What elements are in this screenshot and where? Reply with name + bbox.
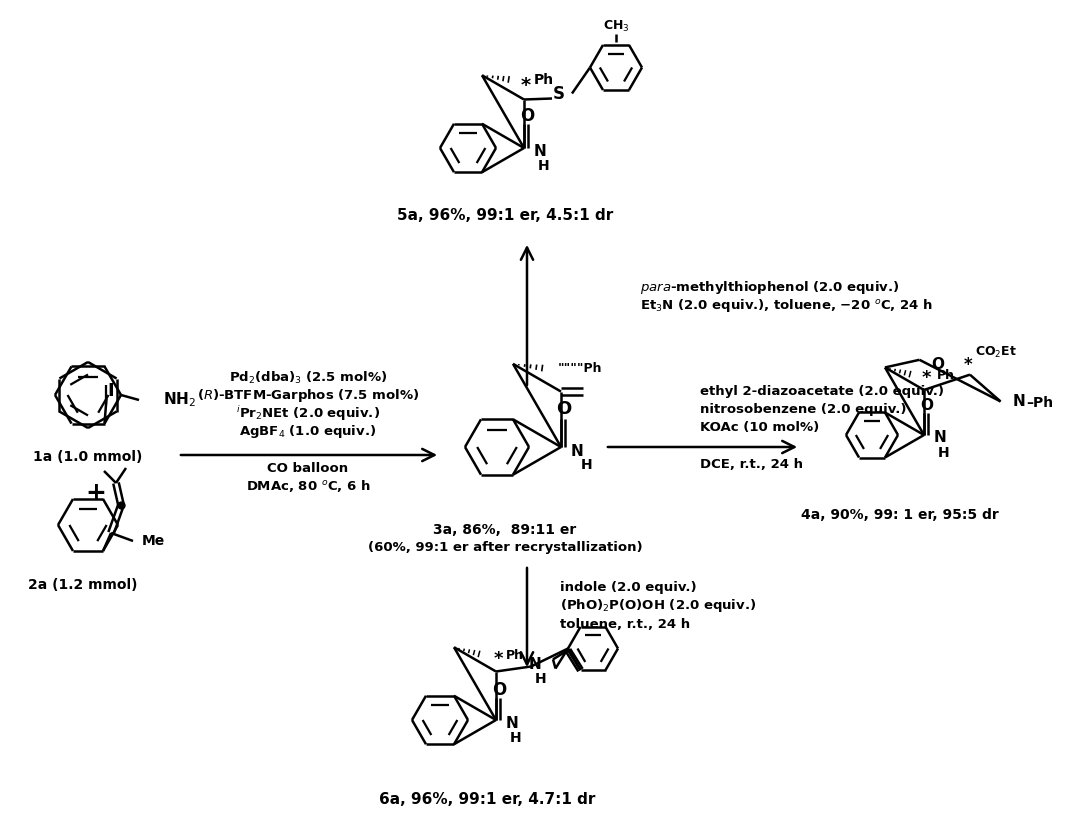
Text: H: H [536,672,546,686]
Text: I: I [107,382,113,400]
Text: CH$_3$: CH$_3$ [603,19,630,34]
Text: $^i$Pr$_2$NEt (2.0 equiv.): $^i$Pr$_2$NEt (2.0 equiv.) [237,404,380,423]
Text: (60%, 99:1 er after recrystallization): (60%, 99:1 er after recrystallization) [367,542,643,554]
Text: DMAc, 80 $^o$C, 6 h: DMAc, 80 $^o$C, 6 h [245,478,370,494]
Text: KOAc (10 mol%): KOAc (10 mol%) [700,422,820,434]
Text: CO balloon: CO balloon [268,462,349,474]
Text: nitrosobenzene (2.0 equiv.): nitrosobenzene (2.0 equiv.) [700,403,906,417]
Text: S: S [553,84,565,103]
Text: 1a (1.0 mmol): 1a (1.0 mmol) [33,450,143,464]
Text: –Ph: –Ph [1027,397,1054,411]
Text: """"Ph: """"Ph [558,362,603,376]
Text: O: O [920,397,933,412]
Text: Et$_3$N (2.0 equiv.), toluene, −20 $^o$C, 24 h: Et$_3$N (2.0 equiv.), toluene, −20 $^o$C… [640,297,933,315]
Text: NH$_2$: NH$_2$ [163,391,195,409]
Text: N: N [571,444,584,459]
Text: N: N [507,716,518,731]
Text: *: * [921,369,931,387]
Text: +: + [85,481,107,505]
Text: 6a, 96%, 99:1 er, 4.7:1 dr: 6a, 96%, 99:1 er, 4.7:1 dr [379,792,595,807]
Text: *: * [963,356,972,373]
Text: H: H [581,458,593,472]
Text: DCE, r.t., 24 h: DCE, r.t., 24 h [700,458,804,472]
Text: N: N [528,657,541,672]
Text: H: H [510,731,522,745]
Text: N: N [1013,394,1025,409]
Text: 5a, 96%, 99:1 er, 4.5:1 dr: 5a, 96%, 99:1 er, 4.5:1 dr [396,209,613,224]
Text: toluene, r.t., 24 h: toluene, r.t., 24 h [561,618,690,630]
Text: O: O [556,400,571,418]
Text: O: O [931,357,944,372]
Text: ethyl 2-diazoacetate (2.0 equiv.): ethyl 2-diazoacetate (2.0 equiv.) [700,386,944,398]
Text: Ph: Ph [534,73,554,87]
Text: *: * [494,650,503,667]
Text: Ph: Ph [937,369,955,382]
Text: $\it{para}$-methylthiophenol (2.0 equiv.): $\it{para}$-methylthiophenol (2.0 equiv.… [640,280,900,296]
Text: ($R$)-BTFM-Garphos (7.5 mol%): ($R$)-BTFM-Garphos (7.5 mol%) [197,387,419,404]
Text: Me: Me [141,534,164,548]
Text: (PhO)$_2$P(O)OH (2.0 equiv.): (PhO)$_2$P(O)OH (2.0 equiv.) [561,598,756,615]
Text: H: H [538,159,550,173]
Text: N: N [934,431,947,446]
Text: H: H [939,446,949,460]
Text: Pd$_2$(dba)$_3$ (2.5 mol%): Pd$_2$(dba)$_3$ (2.5 mol%) [229,370,388,386]
Text: O: O [491,681,507,699]
Text: Ph: Ph [507,649,524,662]
Text: AgBF$_4$ (1.0 equiv.): AgBF$_4$ (1.0 equiv.) [240,423,377,441]
Text: 4a, 90%, 99: 1 er, 95:5 dr: 4a, 90%, 99: 1 er, 95:5 dr [801,508,999,522]
Text: CO$_2$Et: CO$_2$Et [975,345,1017,360]
Text: O: O [519,107,535,125]
Text: 2a (1.2 mmol): 2a (1.2 mmol) [28,578,138,592]
Text: 3a, 86%,  89:11 er: 3a, 86%, 89:11 er [433,523,577,537]
Text: N: N [534,144,546,159]
Text: *: * [521,76,531,95]
Text: indole (2.0 equiv.): indole (2.0 equiv.) [561,581,697,595]
